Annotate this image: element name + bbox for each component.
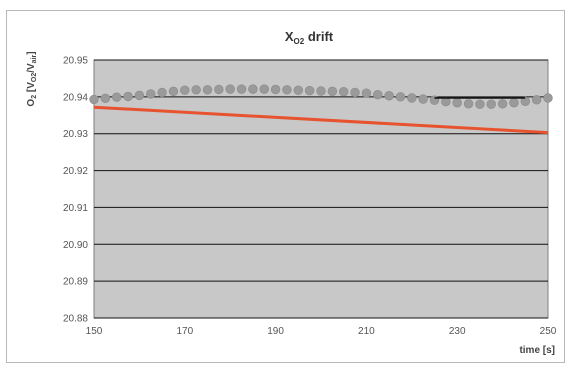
data-point	[191, 85, 201, 95]
x-tick-label: 190	[267, 326, 284, 337]
data-point	[157, 87, 167, 98]
data-point	[168, 86, 179, 97]
data-point	[452, 98, 462, 108]
data-point	[429, 95, 440, 105]
y-tick-label: 20.91	[63, 203, 88, 214]
data-point	[509, 98, 519, 108]
y-tick-label: 20.93	[63, 129, 88, 140]
x-tick-label: 210	[358, 326, 375, 337]
chart-title: XO2 drift	[285, 29, 334, 46]
data-point	[373, 89, 383, 100]
data-point	[111, 92, 122, 102]
data-point	[134, 90, 145, 101]
plot-area: 20.88 20.89 20.90 20.91 20.92 20.93 20.94 20.95…	[63, 56, 557, 338]
data-point	[327, 86, 338, 97]
data-point	[180, 85, 190, 95]
data-point	[236, 84, 247, 94]
data-point	[100, 93, 111, 104]
chart-frame: XO2 drift O2 [VO2/Vair] time [s] 20.88 20…	[6, 10, 565, 363]
data-point	[89, 94, 99, 105]
data-point	[214, 84, 224, 95]
x-tick-label: 150	[86, 326, 103, 337]
data-point	[463, 99, 474, 109]
x-tick-label: 250	[540, 326, 557, 337]
data-point	[316, 86, 326, 96]
trend-line	[93, 105, 549, 135]
data-point	[486, 99, 496, 109]
data-point	[395, 92, 406, 102]
data-point	[350, 87, 360, 98]
y-tick-label: 20.88	[63, 314, 88, 325]
data-point	[259, 84, 269, 94]
data-point	[520, 96, 530, 106]
x-tick-label: 230	[449, 326, 466, 337]
y-tick-label: 20.95	[63, 56, 88, 67]
data-point	[123, 91, 133, 102]
data-point	[146, 89, 156, 99]
data-point	[497, 99, 508, 109]
data-point	[384, 91, 394, 101]
data-point	[225, 84, 235, 94]
data-point	[270, 84, 281, 95]
data-point	[418, 94, 428, 104]
y-axis-label: O2 [VO2/Vair]	[26, 51, 38, 106]
data-point	[293, 85, 303, 95]
data-point	[282, 85, 292, 95]
y-tick-label: 20.92	[63, 166, 88, 177]
data-point	[475, 99, 485, 109]
data-point	[531, 95, 542, 105]
data-point	[361, 88, 372, 98]
data-point	[248, 84, 258, 94]
data-point	[304, 85, 315, 96]
data-point	[202, 85, 213, 95]
chart-svg: XO2 drift O2 [VO2/Vair] time [s] 20.8820…	[26, 29, 557, 356]
x-tick-label: 170	[176, 326, 193, 337]
data-point	[543, 93, 553, 103]
y-tick-label: 20.90	[63, 240, 88, 251]
x-axis-label: time [s]	[519, 345, 555, 356]
data-point	[407, 93, 417, 103]
y-tick-label: 20.89	[63, 277, 88, 288]
y-tick-label: 20.94	[63, 92, 88, 103]
data-point	[339, 86, 349, 97]
